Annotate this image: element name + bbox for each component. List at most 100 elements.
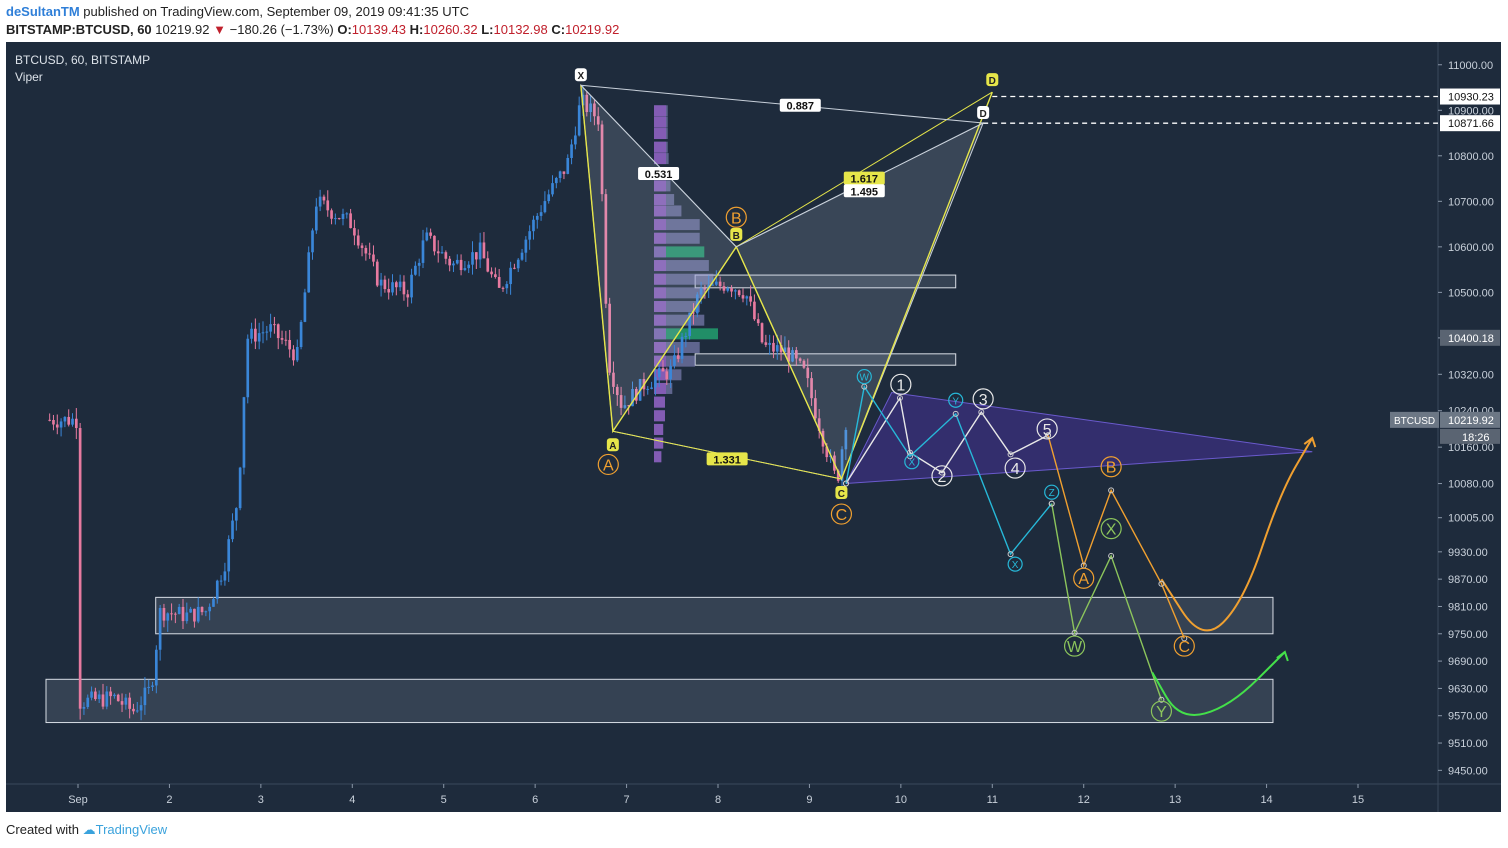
candle-body [749,296,752,302]
wave-vertex [1108,487,1115,494]
wave-label: A [1078,571,1089,588]
candle-body [265,331,269,333]
candle-body [558,171,562,178]
harmonic-ratio-label: 1.617 [851,174,879,186]
candle-body [391,282,394,293]
candle-body [372,254,375,262]
candle-body [661,368,665,372]
volume-profile-bar-core [654,437,664,449]
candle-body [703,288,707,290]
candle-body [734,290,737,292]
candle-body [368,253,371,255]
candle-body [394,282,398,288]
candle-body [478,242,482,260]
time-tick-label: 3 [258,794,264,806]
volume-profile-bar-core [654,328,666,340]
price-axis-marker-label: 10400.18 [1448,333,1494,345]
candle-body [730,288,733,292]
candle-body [48,419,51,421]
wave-vertex [939,469,945,476]
candle-body [421,240,425,263]
candle-body [775,345,779,352]
candle-body [604,194,608,304]
orange-arrowhead [1303,436,1317,448]
volume-profile-bar-core [654,382,666,394]
candle-body [509,267,512,285]
candle-body [505,284,509,289]
wave-vertex [1108,552,1115,559]
volume-profile-bar [654,301,700,313]
candle-body [311,230,314,253]
harmonic-point-label: C [838,489,845,500]
symbol-name: BITSTAMP:BTCUSD, 60 [6,22,152,37]
volume-profile-bar-core [654,260,666,272]
wave-label-circle [1150,700,1173,722]
time-tick-label: 8 [715,794,721,806]
candle-body [177,606,181,615]
candle-body [120,701,124,705]
wave-label-circle [830,503,853,525]
time-tick-label: Sep [68,794,88,806]
wave-label: C [836,507,848,524]
price-chart[interactable]: 11000.00 10900.00 10800.00 10700.00 10600.00… [6,42,1501,812]
volume-profile-bar-core [654,246,666,258]
wave-label-circle [972,388,994,410]
wave-label: W [860,373,870,384]
publish-header: deSultanTM published on TradingView.com,… [6,4,469,19]
wave-label: Z [1049,488,1055,499]
candle-body [836,470,840,481]
candle-body [364,247,368,254]
candle-body [779,345,783,353]
candle-body [745,296,749,299]
candle-body [814,398,817,419]
candle-body [250,328,253,339]
harmonic-ratio-bg [843,171,885,185]
candle-body [520,252,524,260]
candle-body [593,103,596,117]
candle-body [174,613,177,615]
tradingview-brand[interactable]: TradingView [95,822,168,837]
time-tick-label: 14 [1260,794,1272,806]
candle-body [170,613,173,615]
candle-body [276,324,280,339]
volume-profile-bar-core [654,396,665,408]
candle-body [794,350,798,359]
candle-body [105,691,109,707]
price-tick-label: 10900.00 [1448,105,1494,117]
candle-body [353,228,356,236]
wave-label-circle [856,368,872,385]
author-link[interactable]: deSultanTM [6,4,80,19]
green-wave-path [1051,503,1163,701]
candle-body [166,613,170,621]
wave-label: B [1106,460,1117,477]
candle-body [444,252,448,259]
candle-body [543,201,547,213]
candle-body [314,206,318,231]
low-label: L: [481,22,494,37]
wave-label: Y [952,396,959,407]
chart-area[interactable]: 11000.00 10900.00 10800.00 10700.00 10600.00… [6,42,1501,812]
candle-body [585,94,589,113]
candle-body [322,196,326,201]
candle-body [768,342,771,345]
volume-profile-bar-core [654,116,666,128]
candle-body [566,157,570,174]
volume-profile-bar-core [654,451,662,463]
candle-body [673,355,676,366]
price-tick-label: 9810.00 [1448,601,1488,613]
candle-body [82,706,86,709]
candle-body [600,124,604,195]
time-axis: Sep 2 3 4 5 6 7 8 9 10 11 12 13 14 15 [68,784,1364,806]
wave-label-circle [1100,456,1122,478]
candle-body [200,606,204,613]
candle-body [113,694,116,697]
wave-label: C [1179,639,1191,656]
legend-symbol: BTCUSD, 60, BITSTAMP [15,53,150,67]
price-tick-label: 10080.00 [1448,479,1494,491]
footer: Created with ☁TradingView [6,822,167,838]
candle-body [577,105,581,136]
candle-body [791,350,794,362]
price-axis-marker [1440,115,1500,132]
volume-profile-bar-core [654,153,666,165]
